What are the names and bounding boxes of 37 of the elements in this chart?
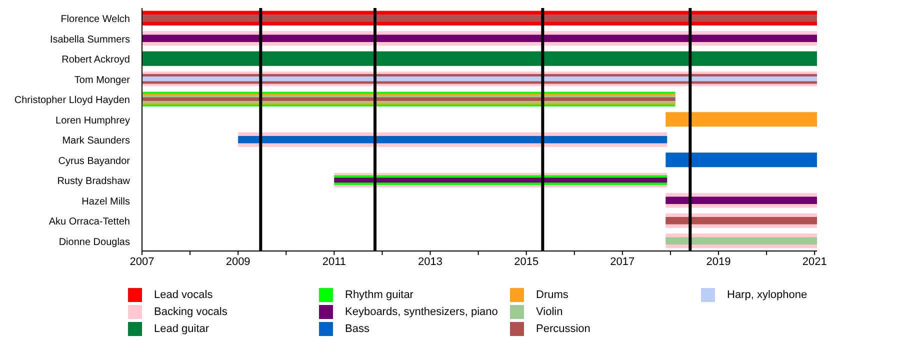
x-tick-label: 2011: [322, 256, 346, 268]
y-tick-label: Loren Humphrey: [56, 115, 130, 126]
y-tick-label: Hazel Mills: [82, 196, 130, 208]
bar: [142, 76, 817, 82]
y-tick-label: Rusty Bradshaw: [57, 176, 131, 188]
legend-label: Harp, xylophone: [727, 288, 808, 300]
bar: [666, 196, 817, 204]
y-tick-label: Cyrus Bayandor: [58, 156, 131, 167]
x-tick-label: 2009: [226, 256, 250, 268]
legend-label: Lead guitar: [154, 322, 210, 334]
bar: [142, 34, 817, 42]
x-tick-label: 2013: [418, 256, 442, 268]
legend-label: Bass: [345, 322, 370, 334]
y-tick-label: Florence Welch: [60, 14, 130, 26]
bar: [666, 237, 817, 245]
y-tick-label: Tom Monger: [74, 74, 131, 86]
y-tick-label: Mark Saunders: [62, 136, 130, 147]
legend-label: Rhythm guitar: [345, 288, 414, 300]
legend-label: Backing vocals: [154, 306, 228, 318]
x-tick-label: 2021: [802, 256, 827, 268]
y-tick-label: Christopher Lloyd Hayden: [14, 95, 130, 106]
legend-label: Drums: [536, 288, 568, 300]
x-tick-label: 2007: [130, 256, 154, 268]
bar: [142, 14, 817, 22]
y-tick-label: Robert Ackroyd: [62, 54, 130, 66]
y-tick-label: Aku Orraca-Tetteh: [48, 216, 130, 228]
legend-label: Keyboards, synthesizers, piano: [345, 306, 498, 318]
x-tick-label: 2017: [610, 256, 635, 268]
legend-label: Lead vocals: [154, 288, 213, 300]
x-tick-label: 2015: [514, 256, 539, 268]
legend-label: Violin: [536, 306, 563, 318]
bar: [666, 216, 817, 224]
legend-label: Percussion: [536, 322, 590, 334]
bar: [142, 51, 817, 66]
x-tick-label: 2019: [706, 256, 731, 268]
y-tick-label: Isabella Summers: [50, 34, 130, 46]
y-tick-label: Dionne Douglas: [58, 236, 130, 248]
